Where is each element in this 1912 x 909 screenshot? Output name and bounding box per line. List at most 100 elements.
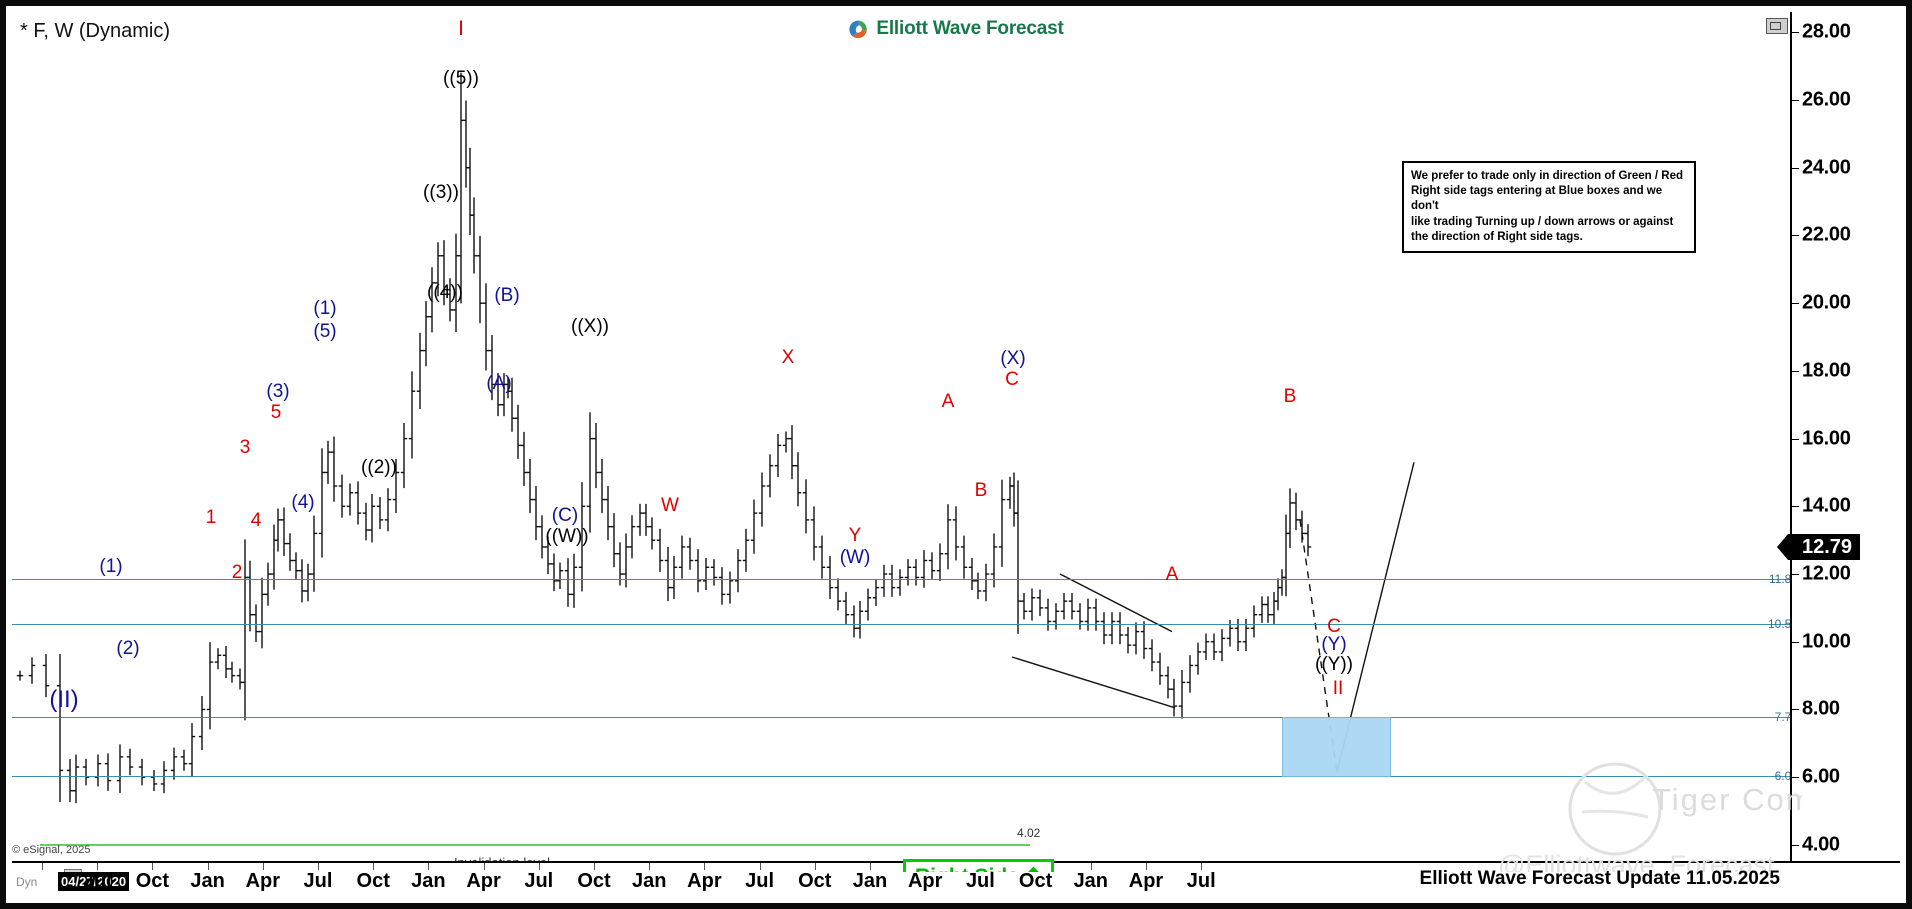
price-bar <box>592 422 600 489</box>
price-bar <box>188 723 196 778</box>
price-bar <box>422 301 430 367</box>
wave-label: ((2)) <box>361 457 397 478</box>
time-axis-tick <box>152 863 154 870</box>
time-axis-tick <box>814 863 816 870</box>
price-bar <box>258 577 266 649</box>
chart-plot-area[interactable]: 11.86 10.52 7.79 6.05 (II) (1) (2) 1 2 3 4 5 (3) (4)… <box>12 12 1802 872</box>
price-bar <box>998 479 1006 567</box>
price-bar <box>880 564 888 597</box>
blue-box-buy-zone <box>1282 716 1391 778</box>
price-bar <box>66 759 74 803</box>
wave-label: (W) <box>839 547 871 568</box>
time-axis-label: Apr <box>1128 870 1164 892</box>
time-axis-tick <box>538 863 540 870</box>
price-bar <box>466 147 474 236</box>
price-bar <box>160 761 168 794</box>
price-bar <box>1060 592 1068 620</box>
price-bar <box>104 753 112 791</box>
price-bar <box>1014 480 1022 634</box>
price-bar <box>400 422 408 489</box>
price-bar <box>514 404 522 459</box>
price-bar <box>818 535 826 579</box>
wave-label: 1 <box>205 507 217 528</box>
price-axis-tick <box>1792 32 1799 34</box>
wave-label: A <box>1165 564 1179 585</box>
time-axis-start-date: 04/27/2020 <box>58 872 130 891</box>
price-axis-label: 26.00 <box>1802 88 1851 111</box>
price-bar <box>298 559 306 603</box>
wave-label: ((W)) <box>545 526 589 547</box>
time-axis-tick <box>1201 863 1203 870</box>
price-bar <box>774 434 782 478</box>
price-axis-tick <box>1792 709 1799 711</box>
disclaimer-line-1: We prefer to trade only in direction of … <box>1411 170 1683 182</box>
price-axis-tick <box>1792 777 1799 779</box>
time-axis-label: Apr <box>907 870 943 892</box>
price-bar <box>1006 476 1014 509</box>
price-bar <box>864 588 872 621</box>
current-price-tag: 12.79 <box>1776 534 1861 561</box>
price-axis-label: 22.00 <box>1802 223 1851 246</box>
price-bar <box>470 197 478 274</box>
price-bar <box>598 458 606 514</box>
price-bar <box>718 567 726 605</box>
price-bar <box>920 550 928 588</box>
price-level-line <box>12 775 1802 777</box>
price-bar <box>526 458 534 514</box>
time-axis-tick <box>870 863 871 870</box>
price-bar <box>1108 612 1116 645</box>
price-level-line <box>12 578 1802 580</box>
price-axis[interactable]: 28.00 26.00 24.00 22.00 20.00 18.00 16.00 14.00… <box>1776 12 1900 872</box>
price-bar <box>968 558 976 591</box>
price-bar <box>1148 639 1156 672</box>
wave-label: (2) <box>116 638 140 659</box>
price-bar <box>888 564 896 597</box>
price-bar <box>274 508 282 552</box>
price-bar <box>252 604 260 642</box>
price-bar <box>538 515 546 559</box>
time-axis-label: Oct <box>577 870 611 892</box>
time-axis-label: Oct <box>135 870 170 892</box>
time-axis-tick <box>1146 863 1147 870</box>
price-bar <box>556 562 564 589</box>
watermark-tiger-icon <box>1568 762 1662 856</box>
price-bar <box>1164 666 1172 699</box>
price-bar <box>750 499 758 554</box>
price-bar <box>368 493 376 543</box>
price-level-line <box>12 716 1802 718</box>
price-bar <box>16 670 24 681</box>
brand-logo: Elliott Wave Forecast <box>848 18 1064 40</box>
price-bar <box>1092 598 1100 631</box>
up-arrow-icon: ⬆ <box>1019 865 1043 872</box>
time-axis-label: Oct <box>1018 870 1053 892</box>
maximize-icon[interactable] <box>1766 18 1788 34</box>
price-bar <box>826 555 834 599</box>
disclaimer-line-2: Right side tags entering at Blue boxes a… <box>1411 185 1663 213</box>
wave-label: (1) <box>313 298 337 319</box>
wave-label: A <box>941 391 955 412</box>
price-bar <box>150 770 158 792</box>
time-axis-label: Jul <box>524 870 554 892</box>
trend-line <box>1059 573 1173 633</box>
price-bar <box>116 744 124 794</box>
wave-label: (A) <box>486 373 512 394</box>
time-axis-label: Jan <box>631 870 667 892</box>
time-axis-tick <box>594 863 595 870</box>
price-bar <box>280 507 288 557</box>
time-axis-label: Jul <box>965 870 995 892</box>
price-bar <box>896 569 904 596</box>
price-bar <box>1028 588 1036 621</box>
time-axis-label: Jul <box>82 870 112 892</box>
wave-label: (B) <box>494 285 520 306</box>
price-bar <box>462 100 470 188</box>
price-bar <box>1298 510 1306 543</box>
price-bar <box>758 472 766 527</box>
price-bar <box>742 528 750 572</box>
price-bar <box>936 543 944 581</box>
price-bar <box>1170 678 1178 717</box>
price-bar <box>1282 514 1290 597</box>
wave-label: (Y) <box>1321 634 1347 655</box>
price-bar <box>610 513 618 568</box>
price-bar <box>1100 612 1108 645</box>
